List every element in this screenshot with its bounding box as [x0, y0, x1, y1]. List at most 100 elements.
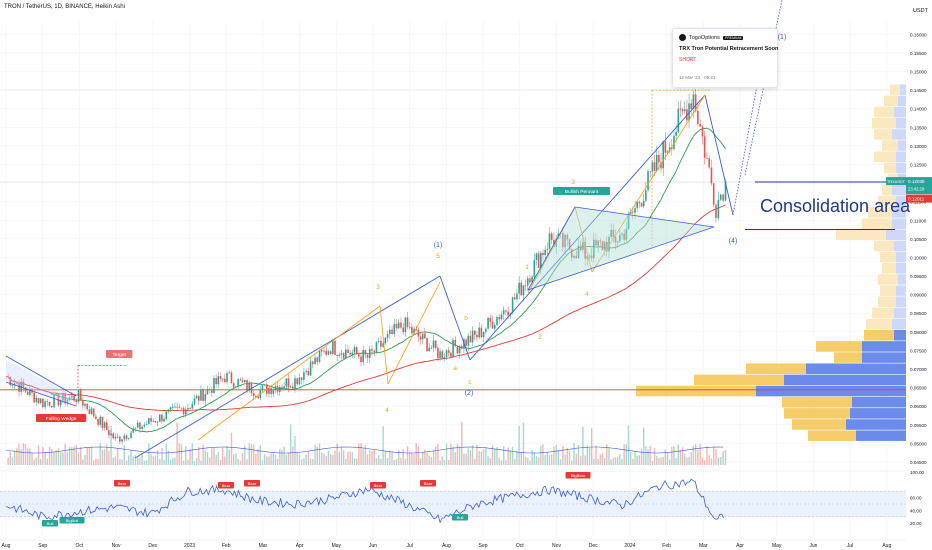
candle-body: [143, 424, 146, 427]
volume-bar: [625, 444, 628, 465]
volume-bar: [690, 451, 692, 465]
candle-body: [400, 322, 402, 328]
vp-bar-up: [896, 151, 906, 163]
volume-bar: [666, 452, 669, 465]
candle-body: [230, 372, 233, 383]
idea-title[interactable]: TRX Tron Potential Retracement Soon: [679, 46, 779, 52]
volume-bar: [202, 444, 204, 465]
candle-body: [148, 418, 150, 425]
volume-bar: [371, 451, 373, 465]
volume-bar: [701, 457, 704, 465]
volume-bar: [62, 452, 64, 465]
volume-bar: [568, 450, 571, 465]
candle-body: [588, 255, 591, 257]
volume-bar: [671, 446, 673, 465]
volume-bar: [329, 454, 332, 465]
candle-body: [213, 378, 215, 393]
candle-body: [482, 332, 485, 338]
volume-bar: [559, 459, 562, 465]
candle-body: [636, 201, 638, 209]
candle-body: [327, 351, 330, 355]
candle-body: [452, 339, 454, 357]
candle-body: [688, 103, 690, 121]
volume-bar: [156, 450, 159, 465]
vp-bar-down: [816, 341, 862, 352]
candle-body: [132, 428, 135, 433]
vp-bar-up: [896, 263, 906, 274]
candle-body: [647, 171, 649, 191]
volume-bar: [681, 447, 684, 465]
volume-bar: [386, 458, 389, 465]
candle-body: [303, 372, 305, 380]
volume-bar: [445, 443, 448, 465]
candle-body: [114, 436, 117, 439]
volume-bar: [259, 445, 261, 465]
candle-body: [660, 162, 662, 169]
time-tick-label: Apr: [736, 543, 744, 549]
rsi-tick-label: 60.00: [910, 496, 922, 501]
volume-bar: [409, 452, 411, 465]
volume-bar: [703, 460, 706, 465]
second-price-tag: 0.12011: [908, 197, 925, 202]
candle-body: [261, 385, 264, 391]
volume-bar: [248, 443, 250, 465]
time-tick-label: Oct: [516, 543, 524, 549]
candle-body: [456, 346, 459, 354]
candle-body: [211, 389, 213, 393]
volume-bar: [112, 457, 114, 465]
candle-body: [336, 355, 338, 356]
candle-body: [645, 190, 647, 201]
candle-body: [460, 346, 463, 349]
candle-body: [283, 386, 285, 389]
volume-bar: [48, 446, 51, 465]
volume-bar: [529, 460, 531, 465]
volume-bar: [651, 460, 654, 465]
heikin-ashi-candles[interactable]: [7, 89, 727, 445]
volume-bar: [167, 450, 170, 465]
candle-body: [653, 162, 656, 171]
volume-bar: [458, 446, 461, 465]
rsi-bear-label: Bear: [248, 481, 257, 486]
volume-bar: [132, 456, 134, 465]
candle-body: [64, 393, 66, 404]
candle-body: [312, 361, 314, 365]
volume-bar: [150, 454, 152, 465]
candle-body: [450, 352, 452, 357]
candle-body: [478, 327, 480, 338]
volume-bar: [53, 452, 55, 465]
price-tick-label: 0.09500: [910, 274, 927, 279]
candle-body: [305, 371, 307, 373]
vp-bar-up: [894, 106, 906, 118]
volume-bar: [658, 458, 660, 465]
vp-bar-down: [868, 207, 892, 218]
rsi-tick-label: 100.00: [910, 470, 924, 475]
volume-bar: [110, 425, 112, 465]
vp-bar-down: [862, 218, 892, 229]
volume-bar: [540, 446, 542, 465]
candle-body: [307, 371, 310, 376]
idea-card[interactable]: TogoOptions PREMIUM TRX Tron Potential R…: [672, 28, 778, 88]
candle-body: [46, 401, 49, 403]
candle-body: [599, 240, 602, 242]
candle-body: [546, 248, 549, 250]
candle-body: [491, 321, 494, 329]
volume-bar: [717, 457, 720, 465]
candle-body: [500, 314, 503, 320]
volume-bar: [391, 451, 393, 465]
rsi-bear-label-bg: [420, 480, 436, 487]
volume-bar: [159, 458, 161, 465]
volume-bar: [377, 455, 380, 465]
candle-body: [471, 330, 474, 343]
volume-bar: [66, 452, 69, 465]
candle-body: [537, 253, 540, 268]
volume-bar: [172, 458, 174, 465]
time-tick-label: Apr: [296, 543, 304, 549]
volume-bar: [601, 453, 604, 465]
candle-body: [252, 393, 255, 397]
falling-wedge-label: Falling Wedge: [46, 416, 77, 422]
volume-bar: [16, 448, 18, 465]
volume-bar: [571, 460, 573, 465]
volume-bar: [246, 459, 248, 465]
premium-badge: PREMIUM: [722, 35, 744, 40]
